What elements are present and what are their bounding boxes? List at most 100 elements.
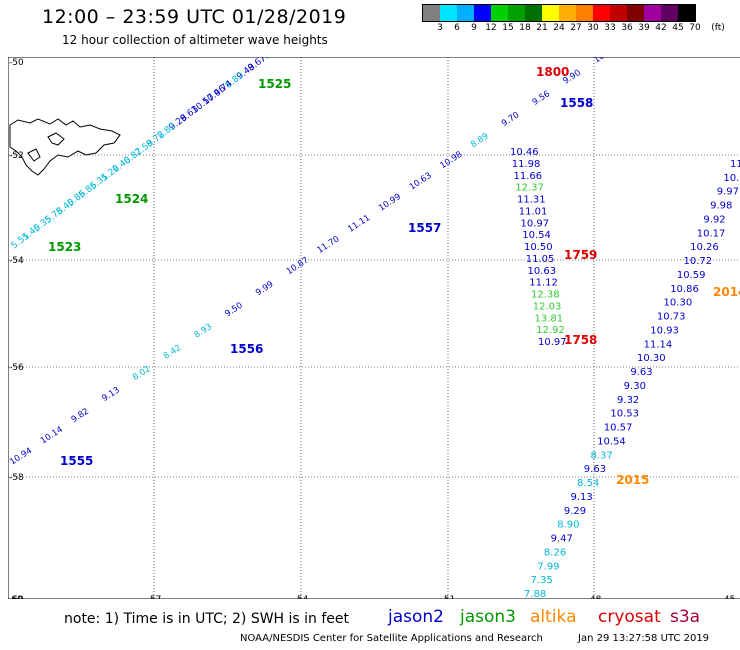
footer-note: note: 1) Time is in UTC; 2) SWH is in fe… [64,611,350,627]
legend-swatch [474,5,491,21]
legend-label: 39 [638,23,650,33]
longitude-label: -48 [587,595,602,599]
map-subtitle: 12 hour collection of altimeter wave hei… [62,33,328,47]
wave-height-value: 11.05 [526,254,555,265]
wave-height-value: 10.59 [677,270,706,281]
legend-label: 36 [621,23,633,33]
wave-height-value: 8.37 [590,450,612,461]
satellite-legend-item: jason2 [388,607,444,627]
wave-height-value: 9.32 [617,395,639,406]
wave-height-value: 11.12 [529,278,558,289]
pass-time-label: 1555 [60,454,93,468]
wave-height-value: 10.72 [683,256,712,267]
legend-swatch [576,5,593,21]
wave-height-value: 9.63 [630,367,652,378]
wave-height-value: 10.73 [657,312,686,323]
legend-label: 3 [437,23,443,33]
latitude-label: -50 [9,58,24,68]
wave-height-value: 9.63 [584,464,606,475]
longitude-label: -60 [8,595,23,599]
pass-time-label: 1558 [560,96,593,110]
legend-swatch [644,5,661,21]
wave-height-value: 10.57 [604,423,633,434]
wave-height-value: 10.17 [697,228,726,239]
legend-swatch [525,5,542,21]
wave-height-value: 10.3 [723,173,740,184]
wave-height-value: 11.66 [514,171,543,182]
wave-height-value: 10.30 [637,353,666,364]
longitude-label: -57 [147,595,162,599]
legend-swatch [423,5,440,21]
wave-height-value: 10.86 [670,284,699,295]
wave-height-value: 10.54 [597,436,626,447]
longitude-label: -54 [294,595,309,599]
wave-height-value: 11.14 [644,339,673,350]
legend-label: 24 [553,23,565,33]
satellite-legend-item: cryosat [598,607,661,627]
longitude-label: -51 [441,595,456,599]
pass-time-label: 1557 [408,221,441,235]
legend-swatch [491,5,508,21]
graticule-labels: -60-57-54-51-48-45-50-52-54-56-58-60 [8,58,735,599]
wave-height-value: 8.90 [557,520,579,531]
wave-height-value: 9.98 [710,201,732,212]
map-title: 12:00 – 23:59 UTC 01/28/2019 [42,6,347,28]
wave-height-value: 7.88 [524,589,546,599]
pass-time-label: 1759 [564,248,597,262]
legend-swatch [440,5,457,21]
falkland-islands-coastline [9,118,121,176]
wave-height-value: 10.53 [610,409,639,420]
pass-time-label: 1800 [536,65,569,79]
legend-label: 45 [672,23,684,33]
legend-swatch [508,5,525,21]
wave-height-value: 9.92 [703,214,725,225]
wave-height-value: 12.92 [536,325,565,336]
wave-height-value: 7.99 [537,561,559,572]
pass-time-label: 2014 [713,285,740,299]
wave-height-value: 7.83 [258,57,280,65]
wave-height-value: 12.03 [533,301,562,312]
wave-height-value: 10.26 [690,242,719,253]
wave-height-value: 13.81 [535,313,564,324]
wave-height-value: 7.35 [531,575,553,586]
wave-height-value: 8.26 [544,547,566,558]
latitude-label: -52 [9,151,24,161]
wave-height-value: 10.30 [664,298,693,309]
wave-height-value: 11.01 [519,206,548,217]
color-scale-legend [422,4,696,22]
wave-height-value: 12.37 [515,183,544,194]
legend-swatch [559,5,576,21]
generated-timestamp: Jan 29 13:27:58 UTC 2019 [578,633,710,644]
pass-time-label: 1525 [258,77,291,91]
satellite-legend-item: jason3 [460,607,516,627]
legend-label: 33 [604,23,616,33]
wave-height-value: 9.97 [717,187,739,198]
latitude-label: -56 [9,363,24,373]
wave-height-value: 11.98 [512,159,541,170]
latitude-label: -54 [9,256,24,266]
pass-time-label: 1524 [115,192,148,206]
island-fragment [27,132,65,162]
credit-line: NOAA/NESDIS Center for Satellite Applica… [240,633,543,644]
pass-time-label: 1523 [48,240,81,254]
wave-height-value: 11 [730,159,740,170]
legend-swatch [610,5,627,21]
pass-time-labels: 1525 1524 1523 1800 1558 1557 1759 1758 1556 1555… [48,65,740,487]
wave-height-value: 10.93 [650,325,679,336]
wave-height-value: 12.38 [531,290,560,301]
legend-label: 9 [471,23,477,33]
legend-label: 27 [570,23,582,33]
graticule [8,57,740,599]
wave-height-value: 9.13 [571,492,593,503]
satellite-legend-item: s3a [670,607,701,627]
legend-label: 30 [587,23,599,33]
legend-swatch [627,5,644,21]
legend-swatch [457,5,474,21]
wave-height-value: 11.31 [517,195,546,206]
legend-label: 15 [502,23,514,33]
legend-label: (ft) [711,23,725,33]
wave-height-value: 10.63 [528,266,557,277]
legend-label: 12 [485,23,497,33]
legend-swatch [661,5,678,21]
wave-height-value: 9.30 [624,381,646,392]
